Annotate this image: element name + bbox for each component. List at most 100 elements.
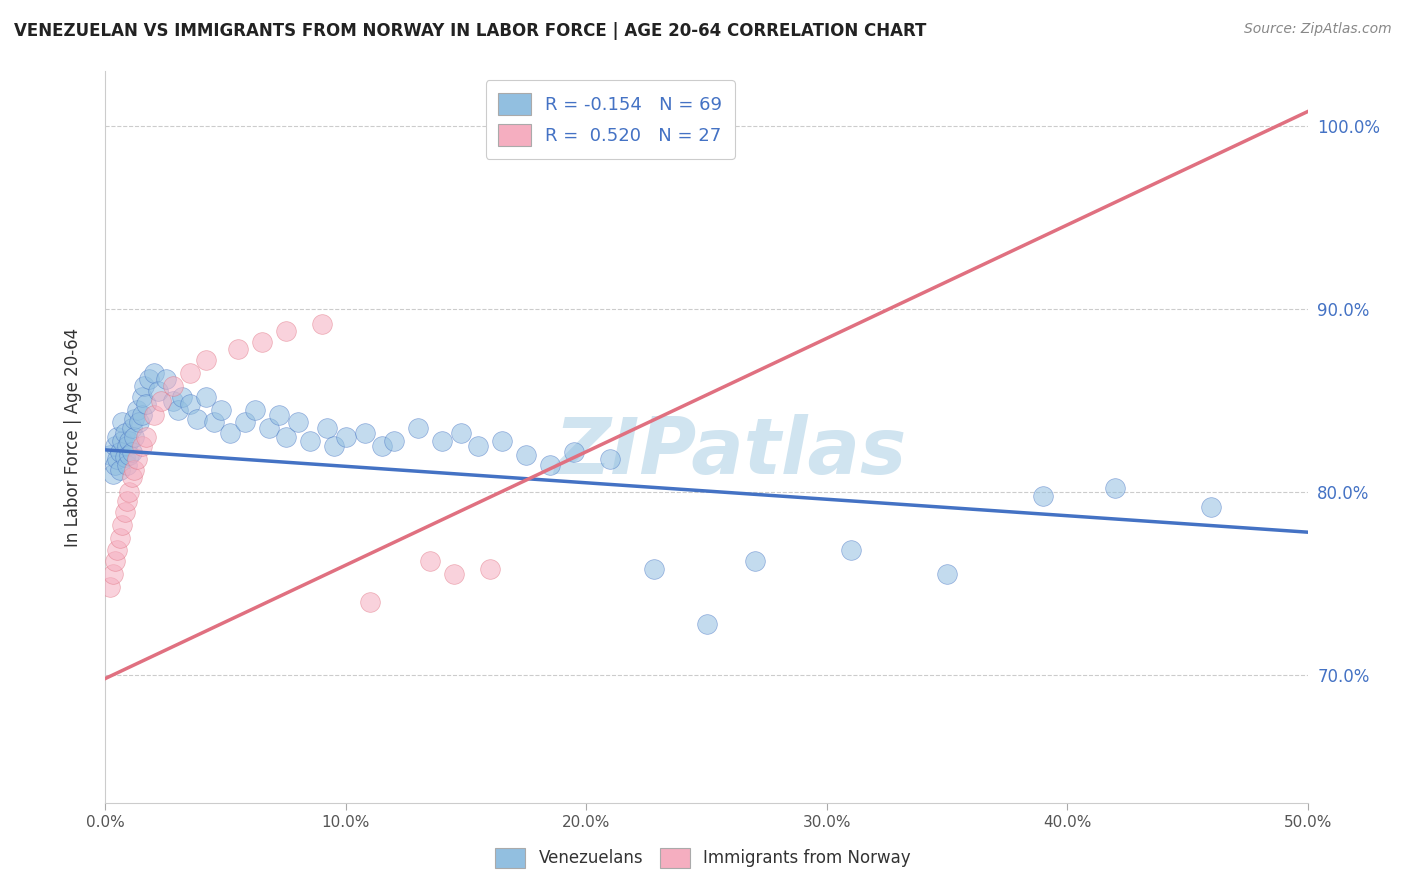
- Point: [107, 543, 129, 558]
- Point: [121, 470, 143, 484]
- Point: [599, 452, 621, 467]
- Point: [359, 594, 381, 608]
- Point: [515, 448, 537, 462]
- Point: [274, 430, 297, 444]
- Point: [274, 324, 297, 338]
- Point: [142, 408, 165, 422]
- Point: [166, 402, 188, 417]
- Point: [162, 393, 184, 408]
- Point: [226, 343, 249, 357]
- Point: [186, 411, 208, 425]
- Point: [430, 434, 453, 448]
- Point: [162, 379, 184, 393]
- Point: [111, 434, 134, 448]
- Point: [450, 426, 472, 441]
- Point: [108, 531, 131, 545]
- Point: [118, 484, 141, 499]
- Point: [115, 458, 138, 472]
- Point: [1201, 500, 1223, 514]
- Point: [104, 458, 127, 472]
- Point: [111, 416, 134, 430]
- Point: [101, 567, 124, 582]
- Point: [149, 393, 172, 408]
- Point: [98, 448, 121, 462]
- Point: [643, 562, 665, 576]
- Point: [125, 402, 148, 417]
- Point: [111, 517, 134, 532]
- Point: [108, 463, 131, 477]
- Point: [132, 379, 155, 393]
- Point: [287, 416, 309, 430]
- Point: [121, 444, 143, 458]
- Point: [1032, 489, 1054, 503]
- Legend: Venezuelans, Immigrants from Norway: Venezuelans, Immigrants from Norway: [488, 841, 918, 875]
- Legend: R = -0.154   N = 69, R =  0.520   N = 27: R = -0.154 N = 69, R = 0.520 N = 27: [485, 80, 735, 159]
- Point: [115, 494, 138, 508]
- Point: [233, 416, 256, 430]
- Point: [114, 505, 136, 519]
- Point: [135, 430, 157, 444]
- Point: [128, 416, 150, 430]
- Point: [311, 317, 333, 331]
- Point: [443, 567, 465, 582]
- Point: [250, 334, 273, 349]
- Point: [98, 580, 121, 594]
- Point: [491, 434, 513, 448]
- Point: [744, 554, 766, 568]
- Point: [172, 390, 194, 404]
- Point: [371, 439, 394, 453]
- Point: [243, 402, 266, 417]
- Point: [107, 430, 129, 444]
- Point: [538, 458, 561, 472]
- Point: [315, 421, 337, 435]
- Point: [479, 562, 502, 576]
- Point: [219, 426, 242, 441]
- Point: [335, 430, 357, 444]
- Point: [148, 384, 170, 399]
- Point: [101, 467, 124, 481]
- Point: [114, 426, 136, 441]
- Point: [179, 397, 201, 411]
- Y-axis label: In Labor Force | Age 20-64: In Labor Force | Age 20-64: [63, 327, 82, 547]
- Point: [202, 416, 225, 430]
- Point: [298, 434, 321, 448]
- Point: [562, 444, 585, 458]
- Point: [382, 434, 405, 448]
- Point: [114, 450, 136, 465]
- Point: [142, 366, 165, 380]
- Point: [155, 371, 177, 385]
- Point: [467, 439, 489, 453]
- Point: [104, 554, 127, 568]
- Point: [267, 408, 290, 422]
- Text: Source: ZipAtlas.com: Source: ZipAtlas.com: [1244, 22, 1392, 37]
- Point: [195, 390, 218, 404]
- Text: VENEZUELAN VS IMMIGRANTS FROM NORWAY IN LABOR FORCE | AGE 20-64 CORRELATION CHAR: VENEZUELAN VS IMMIGRANTS FROM NORWAY IN …: [14, 22, 927, 40]
- Point: [131, 408, 153, 422]
- Point: [138, 371, 160, 385]
- Point: [131, 439, 153, 453]
- Point: [257, 421, 280, 435]
- Point: [121, 421, 143, 435]
- Point: [419, 554, 441, 568]
- Point: [124, 463, 146, 477]
- Point: [406, 421, 429, 435]
- Point: [1104, 481, 1126, 495]
- Point: [124, 430, 146, 444]
- Point: [179, 366, 201, 380]
- Point: [195, 353, 218, 368]
- Point: [104, 439, 127, 453]
- Point: [108, 444, 131, 458]
- Point: [209, 402, 232, 417]
- Point: [118, 448, 141, 462]
- Point: [107, 452, 129, 467]
- Text: ZIPatlas: ZIPatlas: [554, 414, 907, 490]
- Point: [839, 543, 862, 558]
- Point: [135, 397, 157, 411]
- Point: [124, 411, 146, 425]
- Point: [131, 390, 153, 404]
- Point: [322, 439, 344, 453]
- Point: [125, 452, 148, 467]
- Point: [115, 439, 138, 453]
- Point: [354, 426, 377, 441]
- Point: [936, 567, 959, 582]
